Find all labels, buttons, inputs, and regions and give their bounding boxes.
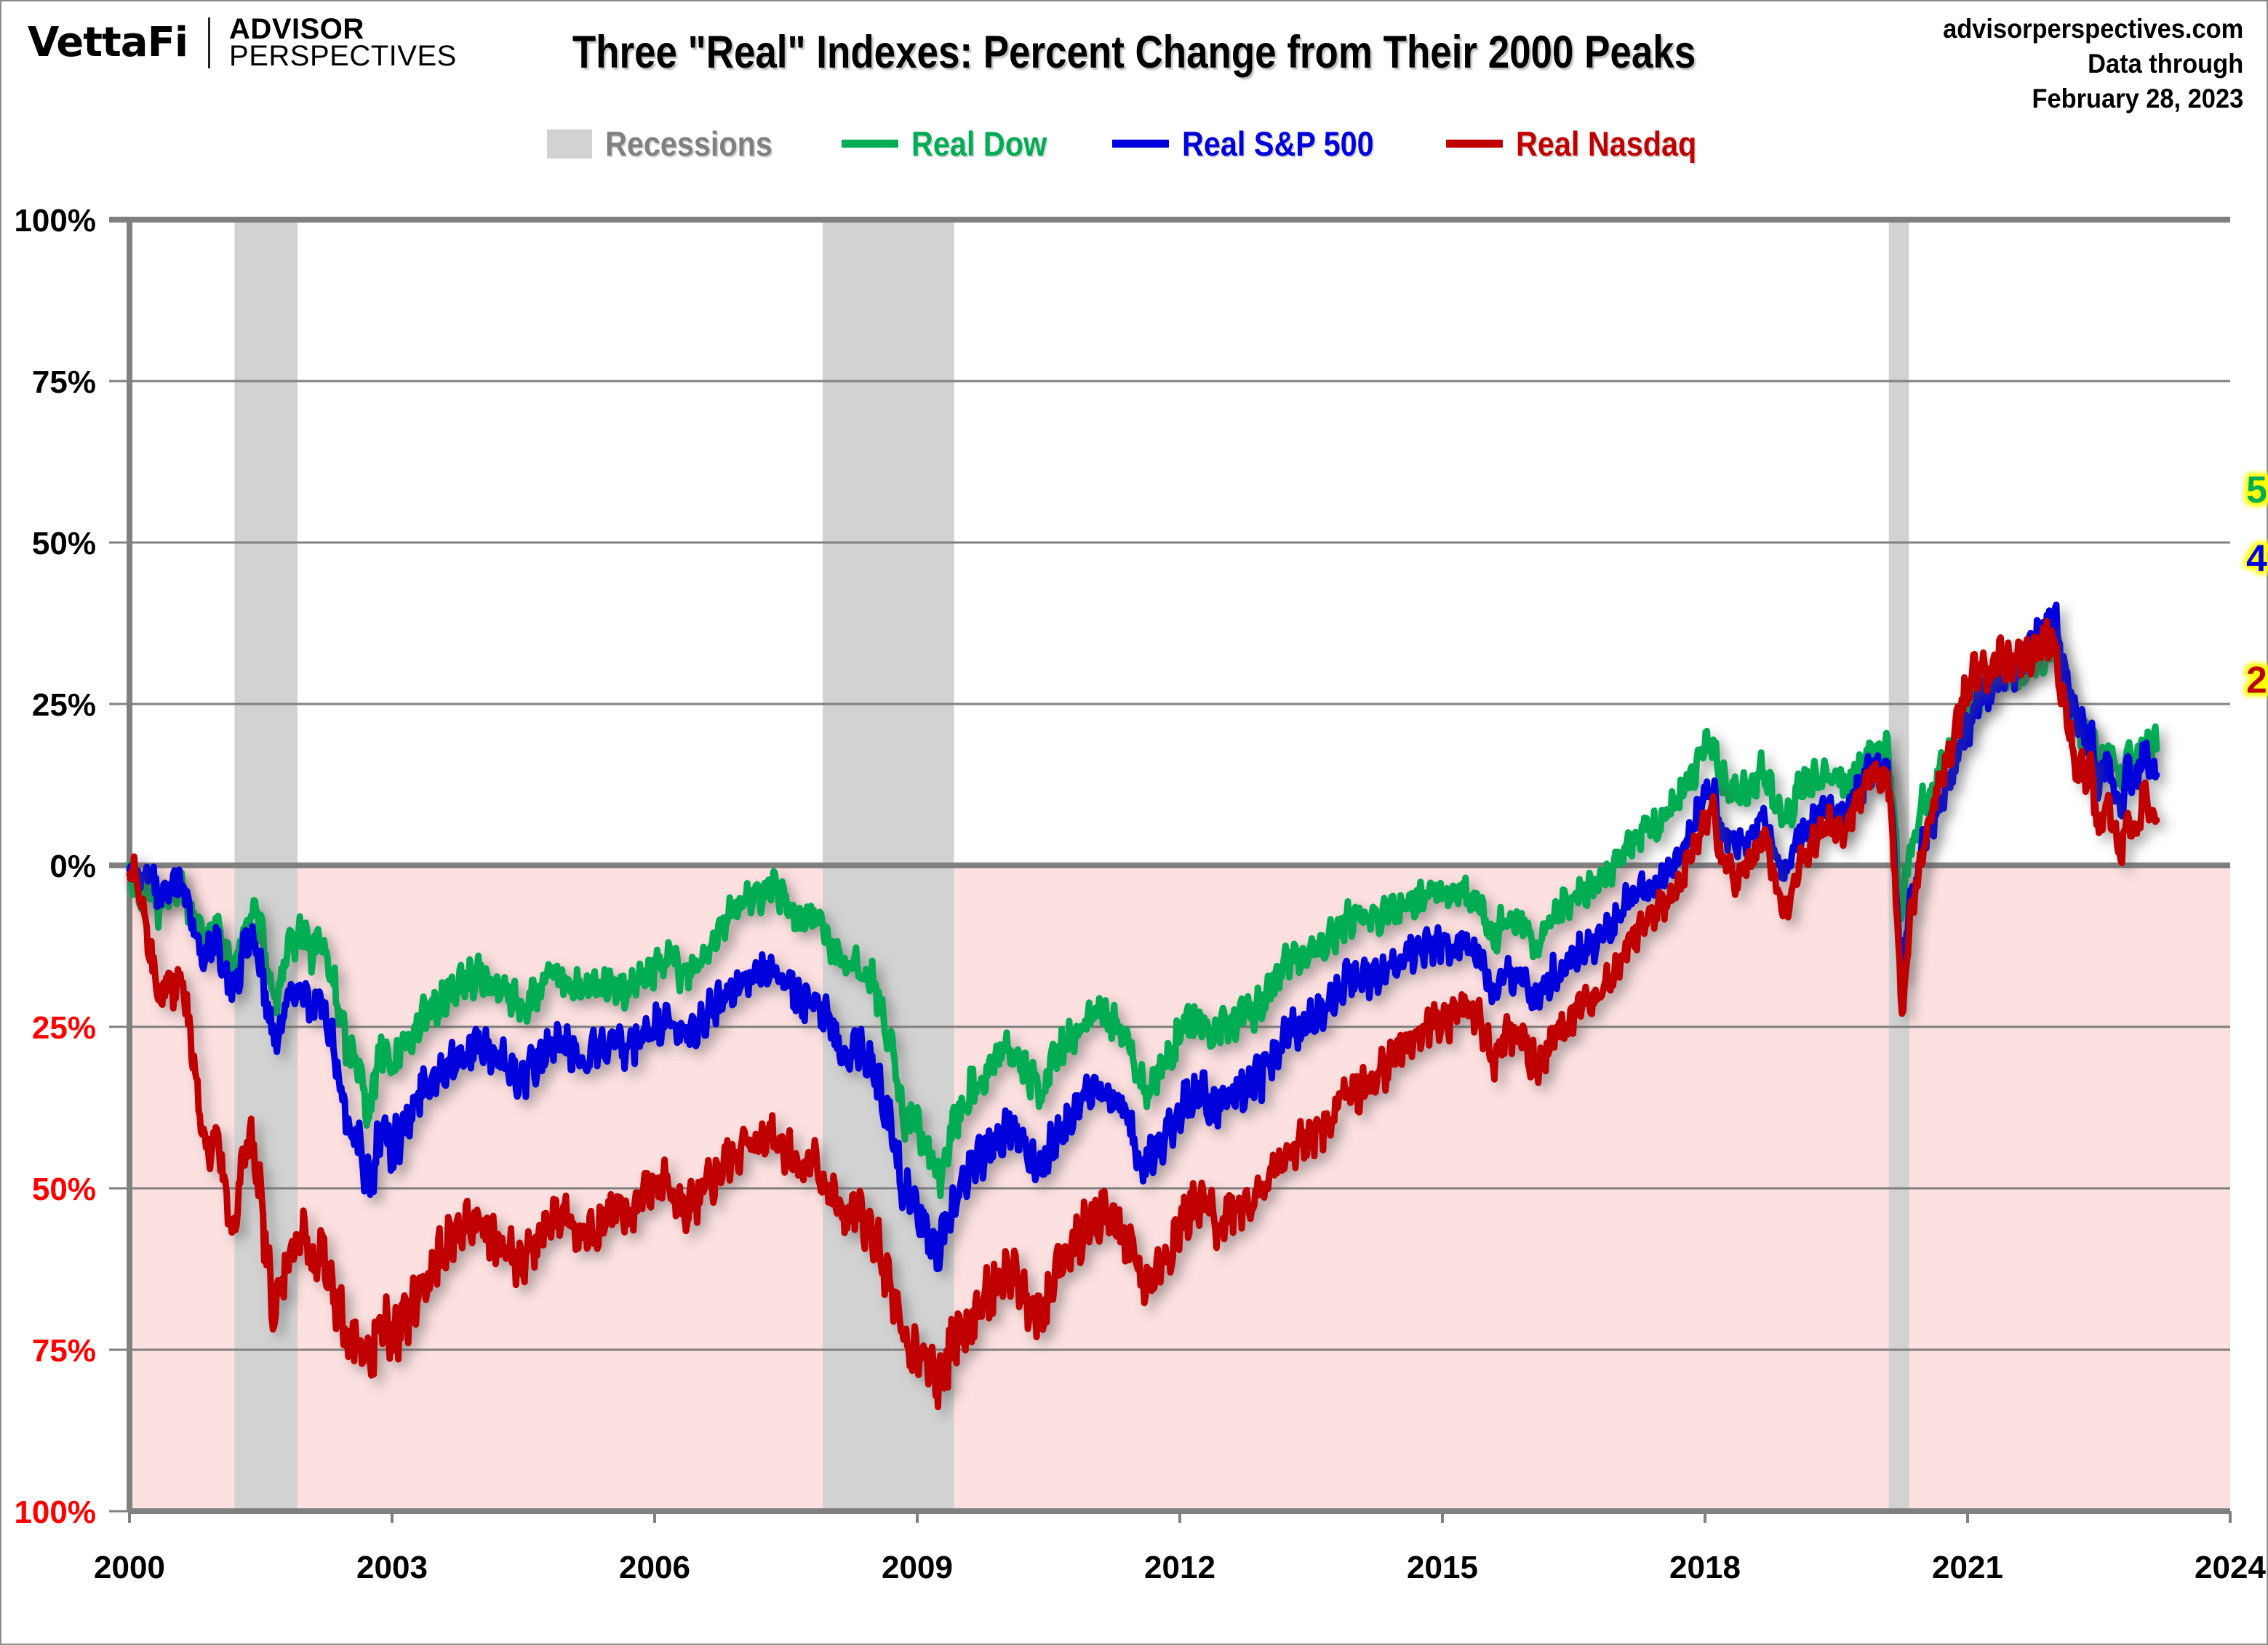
- x-axis-tick-label: 2018: [1669, 1550, 1741, 1585]
- x-axis-ticks: 2000 2003 2006 2009 2012 2015 2018 2021 2024: [94, 1511, 2266, 1585]
- legend-item-recessions[interactable]: Recessions: [546, 124, 795, 164]
- y-axis-tick-label: 75%: [32, 364, 96, 400]
- brand-divider: [208, 17, 211, 68]
- x-axis-tick-label: 2009: [882, 1550, 953, 1585]
- series-line-real-nasdaq: [126, 617, 2160, 1411]
- y-axis-tick-label: 75%: [32, 1333, 96, 1369]
- data-through-date: February 28, 2023: [2032, 84, 2243, 114]
- y-axis-tick-label: 25%: [32, 687, 96, 723]
- site-url: advisorperspectives.com: [1942, 14, 2243, 44]
- end-label-real-dow: 58.2%: [2246, 469, 2268, 511]
- x-axis-tick-label: 2021: [1932, 1550, 2003, 1585]
- x-axis-tick-label: 2000: [94, 1550, 165, 1585]
- legend-swatch-line-icon: [1446, 140, 1504, 148]
- legend-item-real-dow[interactable]: Real Dow: [841, 124, 1066, 164]
- perspectives-text: PERSPECTIVES: [229, 39, 457, 72]
- x-axis-tick-label: 2012: [1144, 1550, 1215, 1585]
- y-axis-tick-label: 100%: [14, 203, 96, 239]
- legend-label: Real Dow: [911, 124, 1047, 163]
- legend-item-real-s-p-500[interactable]: Real S&P 500: [1111, 124, 1400, 164]
- y-axis-tick-label: 50%: [32, 1172, 96, 1207]
- legend-item-real-nasdaq[interactable]: Real Nasdaq: [1446, 124, 1721, 164]
- legend-label: Recessions: [604, 124, 772, 163]
- end-label-real-s-p-500: 47.6%: [2246, 537, 2268, 580]
- data-through-label: Data through: [2087, 49, 2243, 79]
- source-stamp: advisorperspectives.com Data through Feb…: [1943, 12, 2243, 116]
- x-axis-tick-label: 2024: [2195, 1550, 2266, 1585]
- legend-swatch-box-icon: [546, 129, 592, 159]
- legend-swatch-line-icon: [841, 140, 898, 148]
- series-end-labels: 58.2% 47.6% 28.8%: [2246, 469, 2268, 701]
- vettafi-logo: VettaFi: [28, 19, 188, 67]
- y-axis-tick-label: 25%: [32, 1010, 96, 1046]
- chart-legend: Recessions Real Dow Real S&P 500 Real Nasda…: [0, 124, 2268, 164]
- x-axis-tick-label: 2015: [1407, 1550, 1478, 1585]
- legend-swatch-line-icon: [1111, 140, 1169, 148]
- x-axis-tick-label: 2003: [356, 1550, 428, 1585]
- end-label-real-nasdaq: 28.8%: [2246, 659, 2268, 701]
- y-axis-tick-label: 0%: [49, 849, 96, 884]
- y-axis-tick-label: 100%: [14, 1494, 96, 1530]
- data-series: [126, 601, 2160, 1411]
- series-line-real-dow: [126, 631, 2160, 1200]
- advisor-perspectives-logo: ADVISOR PERSPECTIVES: [229, 13, 457, 72]
- page-title: Three "Real" Indexes: Percent Change fro…: [572, 27, 1696, 78]
- y-axis-ticks: 100% 75% 50% 25% 0% 25% 50% 75% 100%: [14, 203, 96, 1530]
- advisor-text: ADVISOR: [229, 13, 364, 45]
- y-axis-tick-label: 50%: [32, 526, 96, 561]
- legend-label: Real Nasdaq: [1516, 124, 1697, 163]
- x-axis-tick-label: 2006: [619, 1550, 690, 1585]
- brand-lockup: VettaFi ADVISOR PERSPECTIVES: [28, 13, 457, 72]
- series-line-real-s-p-500: [126, 601, 2160, 1273]
- legend-label: Real S&P 500: [1181, 124, 1374, 163]
